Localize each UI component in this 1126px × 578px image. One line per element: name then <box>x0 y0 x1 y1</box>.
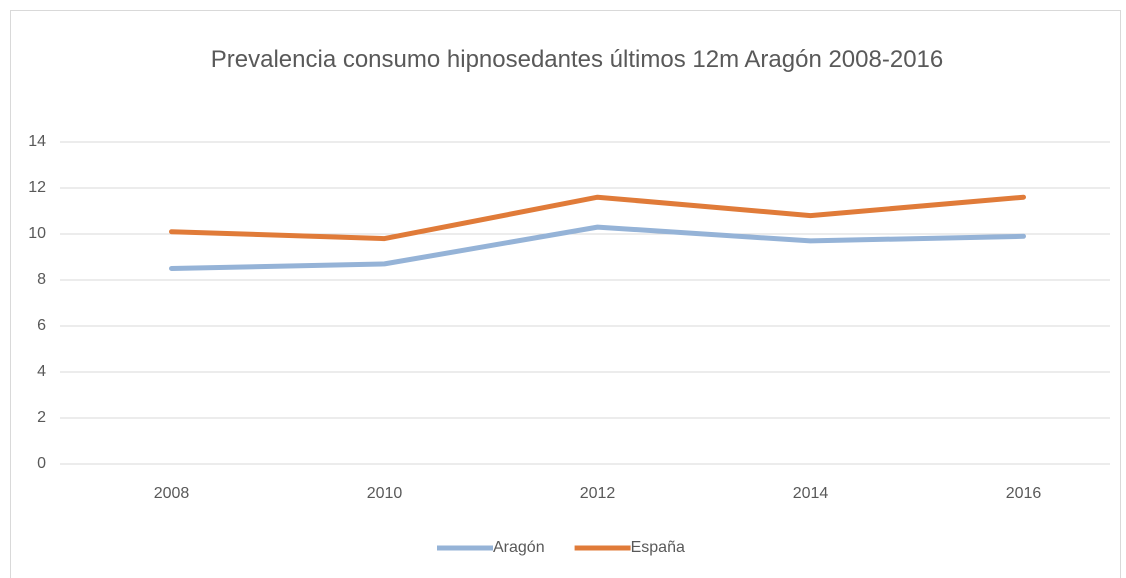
legend-label: España <box>631 539 685 556</box>
y-tick-label: 8 <box>37 271 46 288</box>
x-tick-label: 2008 <box>154 485 190 502</box>
y-tick-label: 6 <box>37 317 46 334</box>
series-line <box>169 224 1026 271</box>
legend-label: Aragón <box>493 539 545 556</box>
series-line <box>169 194 1026 242</box>
chart-title: Prevalencia consumo hipnosedantes último… <box>210 46 944 73</box>
y-tick-label: 10 <box>28 225 46 242</box>
y-tick-label: 12 <box>28 179 46 196</box>
x-tick-label: 2012 <box>580 485 616 502</box>
chart-border <box>10 10 1121 578</box>
x-tick-label: 2010 <box>367 485 403 502</box>
x-tick-label: 2016 <box>1006 485 1042 502</box>
x-tick-label: 2014 <box>793 485 829 502</box>
y-tick-label: 4 <box>37 363 46 380</box>
y-tick-label: 2 <box>37 409 46 426</box>
y-tick-label: 14 <box>28 133 46 150</box>
y-tick-label: 0 <box>37 455 46 472</box>
